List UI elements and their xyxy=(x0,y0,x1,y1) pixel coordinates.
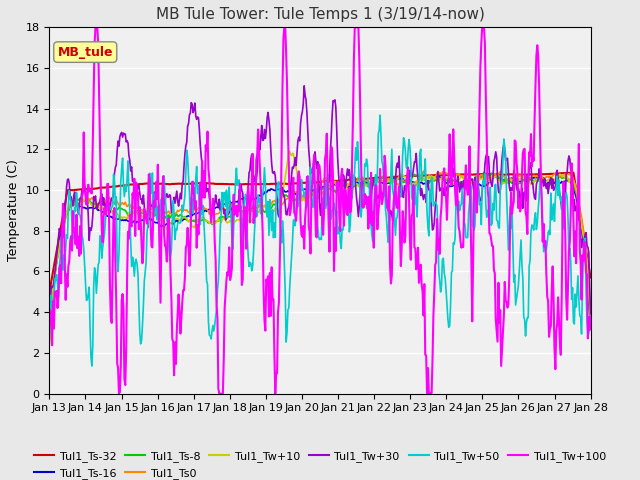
Tul1_Tw+100 xyxy=(45,322,53,328)
Tul1_Tw+30 xyxy=(300,83,308,89)
Tul1_Tw+30 xyxy=(45,321,53,327)
Tul1_Tw+10 xyxy=(185,219,193,225)
Tul1_Tw+30 xyxy=(365,205,373,211)
Tul1_Ts0 xyxy=(141,210,149,216)
Tul1_Ts0 xyxy=(420,168,428,174)
Tul1_Ts-32 xyxy=(587,275,595,280)
Tul1_Tw+30 xyxy=(587,311,595,317)
Tul1_Tw+50 xyxy=(186,189,193,195)
Line: Tul1_Tw+50: Tul1_Tw+50 xyxy=(49,115,591,366)
Tul1_Tw+30 xyxy=(185,121,193,127)
Tul1_Ts-16 xyxy=(365,180,372,186)
Tul1_Ts-16 xyxy=(407,178,415,184)
Tul1_Ts0 xyxy=(454,172,461,178)
Tul1_Tw+100 xyxy=(143,220,151,226)
Tul1_Tw+100 xyxy=(92,24,99,30)
Tul1_Ts-32 xyxy=(569,170,577,176)
Tul1_Ts-32 xyxy=(45,289,53,295)
Tul1_Tw+10 xyxy=(365,179,373,184)
Line: Tul1_Ts0: Tul1_Ts0 xyxy=(49,171,591,340)
Title: MB Tule Tower: Tule Temps 1 (3/19/14-now): MB Tule Tower: Tule Temps 1 (3/19/14-now… xyxy=(156,7,484,22)
Tul1_Tw+100 xyxy=(292,218,300,224)
Tul1_Ts-16 xyxy=(587,322,595,327)
Tul1_Ts-16 xyxy=(141,216,149,221)
Tul1_Tw+100 xyxy=(366,220,374,226)
Tul1_Ts-32 xyxy=(141,181,149,187)
Tul1_Tw+30 xyxy=(141,214,149,220)
Tul1_Ts0 xyxy=(365,178,372,183)
Tul1_Tw+50 xyxy=(455,198,463,204)
Y-axis label: Temperature (C): Temperature (C) xyxy=(7,159,20,262)
Tul1_Ts-16 xyxy=(45,334,53,340)
Tul1_Ts-8 xyxy=(141,211,149,216)
Line: Tul1_Tw+10: Tul1_Tw+10 xyxy=(49,152,591,345)
Tul1_Ts-8 xyxy=(480,169,488,175)
Tul1_Ts-8 xyxy=(45,340,53,346)
Tul1_Ts-32 xyxy=(407,173,415,179)
Tul1_Ts-32 xyxy=(291,180,298,186)
Tul1_Tw+10 xyxy=(141,215,149,221)
Tul1_Tw+100 xyxy=(115,391,123,396)
Tul1_Ts-16 xyxy=(185,213,193,218)
Tul1_Ts-8 xyxy=(291,199,298,204)
Tul1_Tw+50 xyxy=(365,181,373,187)
Tul1_Tw+50 xyxy=(88,363,96,369)
Text: MB_tule: MB_tule xyxy=(58,46,113,59)
Tul1_Ts-8 xyxy=(453,180,461,186)
Tul1_Tw+100 xyxy=(455,225,463,230)
Line: Tul1_Tw+100: Tul1_Tw+100 xyxy=(49,27,591,394)
Line: Tul1_Ts-8: Tul1_Ts-8 xyxy=(49,172,591,343)
Tul1_Tw+50 xyxy=(587,325,595,331)
Tul1_Ts-8 xyxy=(587,317,595,323)
Line: Tul1_Ts-16: Tul1_Ts-16 xyxy=(49,176,591,337)
Tul1_Ts-32 xyxy=(185,181,193,187)
Tul1_Tw+10 xyxy=(454,178,461,183)
Tul1_Ts0 xyxy=(45,337,53,343)
Tul1_Tw+30 xyxy=(291,162,298,168)
Tul1_Tw+10 xyxy=(408,181,415,187)
Tul1_Tw+50 xyxy=(409,197,417,203)
Tul1_Ts0 xyxy=(407,180,415,186)
Tul1_Ts-32 xyxy=(365,176,372,181)
Tul1_Ts-16 xyxy=(291,190,298,196)
Tul1_Tw+100 xyxy=(587,314,595,320)
Tul1_Tw+50 xyxy=(142,260,150,265)
Tul1_Tw+100 xyxy=(186,243,194,249)
Tul1_Tw+30 xyxy=(454,173,461,179)
Tul1_Ts0 xyxy=(291,189,298,195)
Tul1_Ts-16 xyxy=(453,182,461,188)
Line: Tul1_Ts-32: Tul1_Ts-32 xyxy=(49,173,591,292)
Tul1_Tw+10 xyxy=(45,342,53,348)
Tul1_Tw+50 xyxy=(291,223,299,228)
Tul1_Ts0 xyxy=(185,209,193,215)
Tul1_Ts-8 xyxy=(185,218,193,224)
Tul1_Tw+30 xyxy=(408,174,415,180)
Tul1_Ts0 xyxy=(587,317,595,323)
Tul1_Tw+50 xyxy=(45,335,53,341)
Tul1_Tw+100 xyxy=(409,210,417,216)
Line: Tul1_Tw+30: Tul1_Tw+30 xyxy=(49,86,591,324)
Tul1_Tw+10 xyxy=(285,149,292,155)
Tul1_Ts-8 xyxy=(407,180,415,186)
Tul1_Ts-32 xyxy=(453,171,461,177)
Tul1_Tw+10 xyxy=(291,162,299,168)
Legend: Tul1_Ts-32, Tul1_Ts-16, Tul1_Ts-8, Tul1_Ts0, Tul1_Tw+10, Tul1_Tw+30, Tul1_Tw+50,: Tul1_Ts-32, Tul1_Ts-16, Tul1_Ts-8, Tul1_… xyxy=(29,447,611,480)
Tul1_Ts-16 xyxy=(491,173,499,179)
Tul1_Ts-8 xyxy=(365,183,372,189)
Tul1_Tw+10 xyxy=(587,316,595,322)
Tul1_Tw+50 xyxy=(376,112,384,118)
